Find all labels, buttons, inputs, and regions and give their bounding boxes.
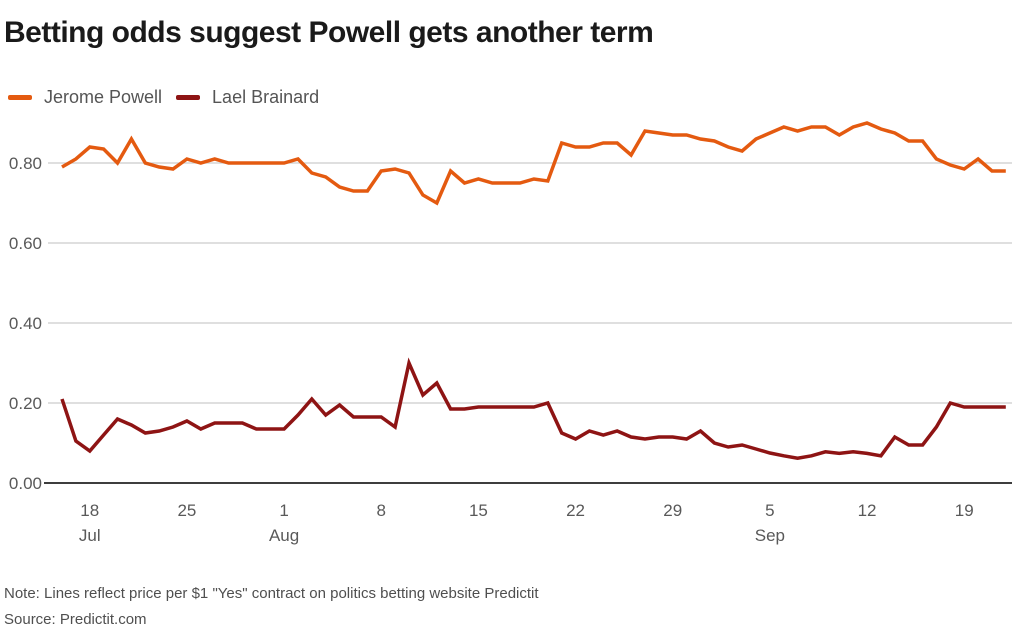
chart-note: Note: Lines reflect price per $1 "Yes" c…: [4, 585, 539, 602]
y-tick-label: 0.80: [9, 154, 42, 173]
x-tick-label: 8: [377, 501, 386, 520]
powell-line: [61, 121, 1006, 206]
x-tick-label: 5: [765, 501, 774, 520]
x-tick-label: 29: [663, 501, 682, 520]
brainard-line: [60, 357, 1006, 460]
y-tick-label: 0.40: [9, 314, 42, 333]
y-tick-label: 0.60: [9, 234, 42, 253]
y-tick-label: 0.00: [9, 474, 42, 493]
x-tick-label: 12: [858, 501, 877, 520]
x-tick-label: 22: [566, 501, 585, 520]
chart-source: Source: Predictit.com: [4, 611, 147, 628]
brainard-line-swatch-icon: [176, 95, 201, 100]
legend-item-powell: Jerome Powell: [8, 87, 162, 108]
legend-item-brainard: Lael Brainard: [176, 87, 319, 108]
x-tick-label: 18: [80, 501, 99, 520]
y-tick-label: 0.20: [9, 394, 42, 413]
x-tick-label: 1: [279, 501, 288, 520]
legend: Jerome Powell Lael Brainard: [8, 87, 319, 108]
chart-title: Betting odds suggest Powell gets another…: [4, 16, 654, 49]
powell-line-swatch-icon: [8, 95, 32, 100]
x-tick-label: 15: [469, 501, 488, 520]
x-tick-label: 19: [955, 501, 974, 520]
x-month-label: Aug: [269, 526, 299, 545]
x-month-label: Sep: [755, 526, 785, 545]
x-month-label: Jul: [79, 526, 101, 545]
legend-label-powell: Jerome Powell: [44, 87, 163, 107]
x-tick-label: 25: [177, 501, 196, 520]
legend-label-brainard: Lael Brainard: [212, 87, 320, 107]
